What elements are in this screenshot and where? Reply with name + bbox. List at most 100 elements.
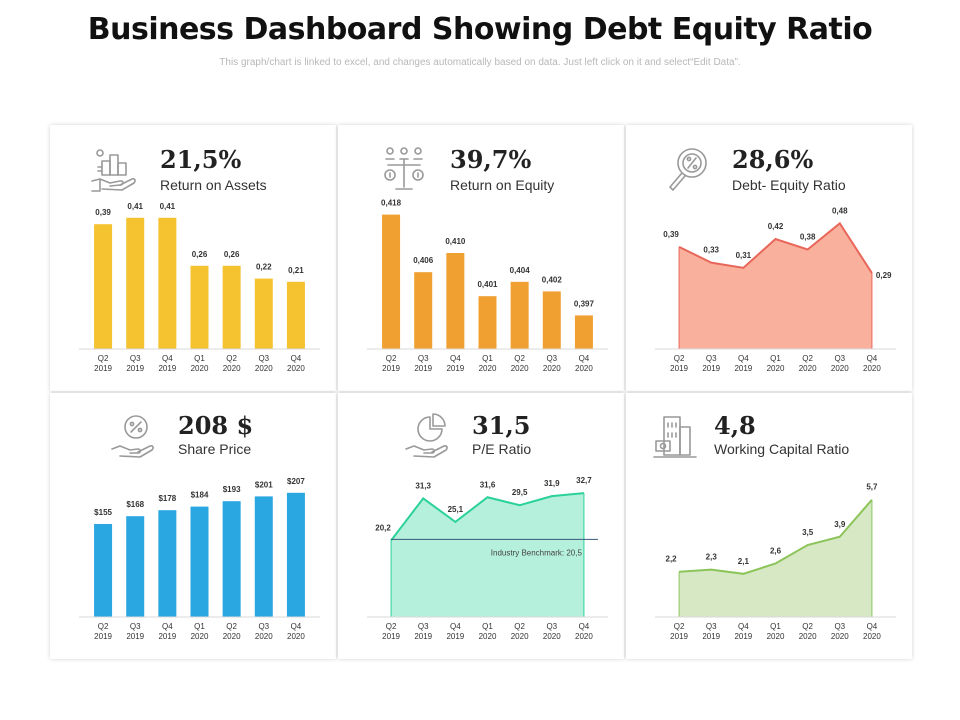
data-label: 0,48 (832, 206, 848, 215)
bar (414, 272, 433, 349)
pe-ratio-chart: 20,2 31,3 25,1 31,6 29,5 31,9 32,7 Industry Ben… (367, 476, 608, 641)
data-label: 0,21 (288, 266, 304, 275)
tick-label: Q4 2019 (734, 622, 752, 641)
kpi-value: 21,5% (160, 145, 242, 174)
tick-label: Q2 2020 (799, 622, 817, 641)
tick-label: Q4 2019 (734, 354, 752, 373)
data-label: $207 (287, 477, 305, 486)
bar (286, 281, 305, 349)
tick-label: Q1 2020 (767, 354, 785, 373)
tick-label: Q1 2020 (479, 354, 497, 373)
tick-label: Q3 2020 (255, 622, 273, 641)
tick-label: Q4 2019 (446, 622, 464, 641)
data-label: 29,5 (512, 488, 528, 497)
percent-magnifier-icon (662, 143, 714, 195)
data-label: 0,26 (192, 250, 208, 259)
tick-label: Q3 2019 (126, 622, 144, 641)
data-label: 31,9 (544, 479, 560, 488)
kpi-value: 4,8 (714, 411, 756, 440)
hand-percent-icon (108, 411, 160, 463)
tick-label: Q2 2020 (511, 622, 529, 641)
bar (254, 278, 273, 349)
data-label: 3,9 (834, 520, 846, 529)
series-line (678, 221, 873, 274)
tick-label: Q3 2019 (414, 622, 432, 641)
kpi-label: P/E Ratio (472, 441, 532, 457)
data-label: 32,7 (576, 476, 592, 485)
area-fill (679, 223, 872, 349)
kpi-value: 208 $ (178, 411, 254, 440)
bar (542, 291, 561, 349)
panel-pe-ratio: 31,5 P/E Ratio 20,2 31,3 25,1 31,6 29,5 31,9 3… (338, 393, 624, 659)
data-label: $155 (94, 508, 112, 517)
tick-label: Q1 2020 (191, 622, 209, 641)
tick-label: Q3 2020 (831, 622, 849, 641)
kpi-label: Return on Assets (160, 177, 267, 193)
data-label: 0,26 (224, 250, 240, 259)
tick-label: Q2 2019 (382, 354, 400, 373)
data-label: $168 (126, 500, 144, 509)
data-label: 31,3 (415, 481, 431, 490)
page-subtitle: This graph/chart is linked to excel, and… (219, 57, 741, 68)
data-label: 31,6 (480, 480, 496, 489)
bar (222, 265, 241, 349)
data-label: 0,41 (127, 202, 143, 211)
data-label: $178 (158, 494, 176, 503)
tick-label: Q3 2019 (414, 354, 432, 373)
tick-label: Q2 2020 (223, 354, 241, 373)
data-label: 20,2 (375, 523, 391, 532)
hand-pie-icon (402, 411, 454, 463)
kpi-value: 28,6% (732, 145, 814, 174)
data-label: 0,31 (736, 251, 752, 260)
tick-label: Q4 2020 (575, 622, 593, 641)
data-label: 2,1 (738, 557, 750, 566)
tick-label: Q2 2019 (670, 622, 688, 641)
panel-return-on-assets: 21,5% Return on Assets 0,39 0,41 0,41 0,26 0… (50, 125, 336, 391)
tick-label: Q4 2020 (575, 354, 593, 373)
tick-label: Q2 2019 (670, 354, 688, 373)
data-label: 25,1 (448, 505, 464, 514)
data-label: 0,29 (876, 271, 892, 280)
working-capital-chart: 2,2 2,3 2,1 2,6 3,5 3,9 5,7 Q2 2019 Q3 2019 Q4 2019 Q… (655, 483, 896, 641)
bar (286, 492, 305, 617)
tick-label: Q1 2020 (767, 622, 785, 641)
data-label: 0,41 (160, 202, 176, 211)
bar (126, 217, 145, 349)
kpi-label: Working Capital Ratio (714, 441, 850, 457)
kpi-label: Return on Equity (450, 177, 555, 193)
hand-city-icon (88, 143, 140, 195)
series-line (390, 492, 585, 542)
bar (446, 253, 465, 349)
tick-label: Q3 2020 (831, 354, 849, 373)
bar (94, 524, 113, 617)
bar (222, 501, 241, 617)
kpi-label: Share Price (178, 441, 252, 457)
share-price-chart: $155 $168 $178 $184 $193 $201 $207 Q2 2019 Q3 2019… (79, 477, 320, 641)
panel-return-on-equity: 39,7% Return on Equity 0,418 0,406 0,410 0,… (338, 125, 624, 391)
data-label: 5,7 (866, 483, 878, 492)
data-label: 0,39 (663, 230, 679, 239)
panel-debt-equity-ratio: 28,6% Debt- Equity Ratio 0,39 0,33 0,31 0,4… (626, 125, 912, 391)
data-label: 0,397 (574, 299, 595, 308)
bar (190, 506, 209, 617)
bar (574, 315, 593, 349)
bar (190, 265, 209, 349)
bar (478, 296, 497, 349)
data-label: 0,39 (95, 208, 111, 217)
tick-label: Q2 2019 (94, 622, 112, 641)
tick-label: Q1 2020 (191, 354, 209, 373)
data-label: 0,406 (413, 256, 434, 265)
kpi-value: 39,7% (450, 145, 532, 174)
tick-label: Q3 2020 (543, 354, 561, 373)
tick-label: Q2 2020 (223, 622, 241, 641)
series-line (679, 499, 873, 575)
data-label: 0,410 (445, 237, 466, 246)
tick-label: Q4 2020 (863, 354, 881, 373)
tick-label: Q4 2020 (287, 354, 305, 373)
data-label: 3,5 (802, 528, 814, 537)
data-label: 2,2 (666, 555, 678, 564)
tick-label: Q4 2019 (158, 622, 176, 641)
tick-label: Q3 2020 (255, 354, 273, 373)
data-label: 2,6 (770, 547, 782, 556)
tick-label: Q2 2020 (511, 354, 529, 373)
